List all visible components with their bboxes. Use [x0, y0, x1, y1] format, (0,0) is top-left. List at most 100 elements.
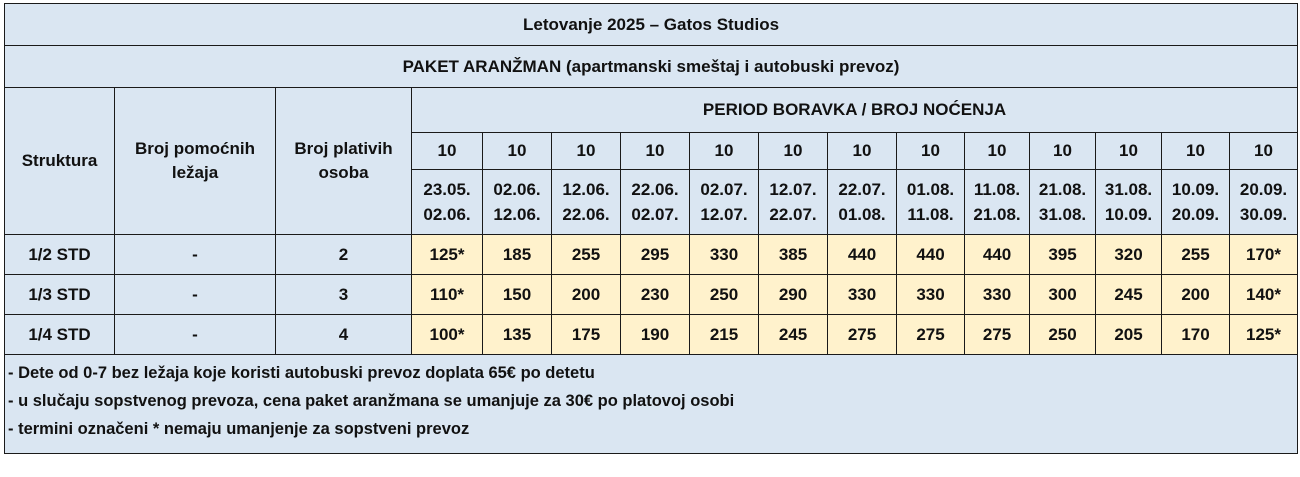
period-from: 01.08. [906, 180, 955, 199]
header-struktura: Struktura [4, 87, 115, 235]
period-to: 11.08. [907, 205, 954, 224]
price-cell: 275 [896, 314, 965, 355]
price-cell: 135 [482, 314, 552, 355]
price-cell: 200 [551, 274, 621, 315]
notes-box: - Dete od 0-7 bez ležaja koje koristi au… [3, 354, 1299, 454]
table-row: 1/4 STD -4 100* 135 175 190 215 245 275 275 275 250… [4, 314, 1299, 355]
price-cell: 245 [1095, 274, 1162, 315]
period-dates: 11.08. 21.08. [964, 169, 1030, 235]
price-cell: 140* [1228, 274, 1299, 315]
price-cell: 255 [551, 234, 621, 275]
cell-pomocni-lezaja: - [114, 314, 276, 355]
period-from: 23.05. [423, 180, 471, 199]
period-dates: 21.08. 31.08. [1029, 169, 1096, 235]
price-cell: 290 [758, 274, 828, 315]
table-title: Letovanje 2025 – Gatos Studios [3, 3, 1299, 46]
period-from: 11.08. [973, 180, 1021, 199]
period-nights: 10 [551, 132, 621, 170]
period-to: 20.09. [1171, 205, 1220, 224]
price-cell: 440 [896, 234, 965, 275]
table-row: 1/3 STD -3 110* 150 200 230 250 290 330 330 330 300… [4, 274, 1299, 315]
period-to: 02.06. [423, 205, 471, 224]
cell-struktura: 1/3 STD [4, 274, 115, 315]
period-dates: 02.07. 12.07. [689, 169, 759, 235]
period-nights: 10 [411, 132, 483, 170]
period-dates: 22.07. 01.08. [827, 169, 897, 235]
price-cell: 275 [964, 314, 1030, 355]
pricing-table: Letovanje 2025 – Gatos Studios PAKET ARA… [3, 3, 1299, 454]
period-from: 12.06. [562, 180, 610, 199]
note-line: - Dete od 0-7 bez ležaja koje koristi au… [8, 364, 595, 382]
price-cell: 125* [1228, 314, 1299, 355]
period-nights: 10 [896, 132, 965, 170]
period-from: 22.07. [838, 180, 886, 199]
period-from: 10.09. [1171, 180, 1220, 199]
period-nights: 10 [1228, 132, 1299, 170]
price-cell: 215 [689, 314, 759, 355]
price-cell: 200 [1161, 274, 1230, 315]
cell-plativih-osoba: 3 [275, 274, 412, 315]
cell-pomocni-lezaja: - [114, 274, 276, 315]
price-cell: 250 [689, 274, 759, 315]
period-from: 31.08. [1104, 180, 1153, 199]
price-cell: 385 [758, 234, 828, 275]
period-from: 20.09. [1239, 180, 1288, 199]
table-subtitle: PAKET ARANŽMAN (apartmanski smeštaj i au… [3, 45, 1299, 88]
period-nights: 10 [1029, 132, 1096, 170]
price-cell: 230 [620, 274, 690, 315]
period-to: 12.07. [700, 205, 748, 224]
note-line: - termini označeni * nemaju umanjenje za… [8, 420, 470, 438]
period-dates: 02.06. 12.06. [482, 169, 552, 235]
period-from: 22.06. [631, 180, 679, 199]
price-cell: 395 [1029, 234, 1096, 275]
period-nights: 10 [482, 132, 552, 170]
period-dates: 10.09. 20.09. [1161, 169, 1230, 235]
price-cell: 125* [411, 234, 483, 275]
price-cell: 150 [482, 274, 552, 315]
price-cell: 170 [1161, 314, 1230, 355]
period-from: 02.06. [493, 180, 541, 199]
period-from: 12.07. [769, 180, 817, 199]
period-to: 22.07. [769, 205, 817, 224]
period-dates: 23.05. 02.06. [411, 169, 483, 235]
price-cell: 190 [620, 314, 690, 355]
period-nights: 10 [689, 132, 759, 170]
period-dates: 12.07. 22.07. [758, 169, 828, 235]
price-cell: 440 [827, 234, 897, 275]
period-dates: 12.06. 22.06. [551, 169, 621, 235]
period-dates: 31.08. 10.09. [1095, 169, 1162, 235]
price-cell: 330 [896, 274, 965, 315]
price-cell: 295 [620, 234, 690, 275]
period-nights: 10 [1095, 132, 1162, 170]
period-to: 31.08. [1038, 205, 1087, 224]
header-pomocni-lezaja: Broj pomoćnih ležaja [114, 87, 276, 235]
header-period: PERIOD BORAVKA / BROJ NOĆENJA [410, 87, 1299, 133]
price-cell: 100* [411, 314, 483, 355]
period-nights: 10 [758, 132, 828, 170]
price-cell: 330 [689, 234, 759, 275]
price-cell: 110* [411, 274, 483, 315]
header-plativih-line2: osoba [318, 163, 369, 182]
period-to: 01.08. [838, 205, 886, 224]
period-to: 10.09. [1104, 205, 1153, 224]
period-dates: 20.09. 30.09. [1228, 169, 1299, 235]
price-cell: 300 [1029, 274, 1096, 315]
header-plativih-line1: Broj plativih [294, 139, 393, 158]
price-cell: 245 [758, 314, 828, 355]
price-cell: 185 [482, 234, 552, 275]
period-to: 21.08. [973, 205, 1021, 224]
price-cell: 440 [964, 234, 1030, 275]
price-cell: 170* [1228, 234, 1299, 275]
cell-struktura: 1/4 STD [4, 314, 115, 355]
price-cell: 275 [827, 314, 897, 355]
period-to: 30.09. [1239, 205, 1288, 224]
cell-plativih-osoba: 2 [275, 234, 412, 275]
header-plativih-osoba: Broj plativih osoba [275, 87, 412, 235]
period-from: 02.07. [700, 180, 748, 199]
price-cell: 320 [1095, 234, 1162, 275]
price-cell: 250 [1029, 314, 1096, 355]
period-dates: 01.08. 11.08. [896, 169, 965, 235]
period-to: 02.07. [631, 205, 679, 224]
note-line: - u slučaju sopstvenog prevoza, cena pak… [8, 392, 735, 410]
price-cell: 255 [1161, 234, 1230, 275]
